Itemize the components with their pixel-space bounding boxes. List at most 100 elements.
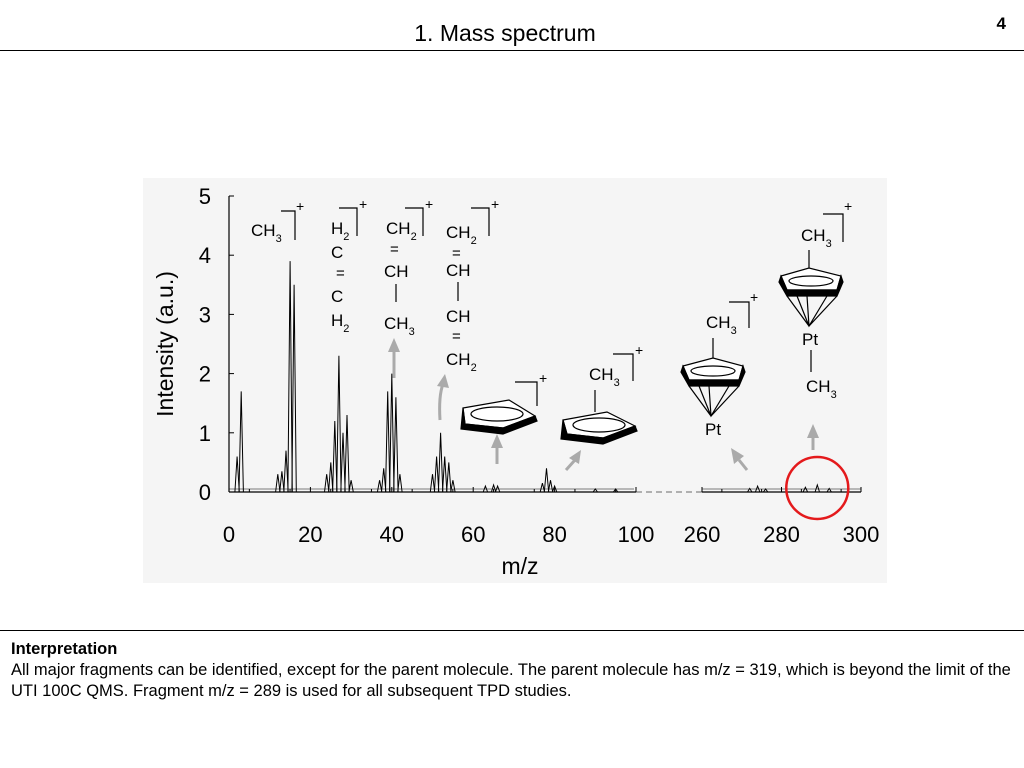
svg-text:H2: H2 xyxy=(331,311,349,335)
svg-text:+: + xyxy=(296,198,304,214)
peak-mz-39 xyxy=(385,391,391,493)
peak-mz-37 xyxy=(376,480,383,493)
peak-mz-16 xyxy=(291,284,297,493)
arrow-methylcyclopentadienyl-pt xyxy=(737,459,749,471)
x-tick-label: 20 xyxy=(298,522,322,547)
y-tick-label: 0 xyxy=(199,480,211,505)
peak-mz-50 xyxy=(429,474,436,493)
peak-mz-54 xyxy=(446,462,452,493)
peak-mz-286 xyxy=(802,486,809,493)
peak-mz-65 xyxy=(490,483,497,493)
svg-text:CH: CH xyxy=(384,262,409,281)
x-tick-label: 100 xyxy=(618,522,655,547)
interpretation-heading: Interpretation xyxy=(11,640,118,658)
svg-text:=: = xyxy=(452,245,461,262)
interpretation-rule xyxy=(0,630,1024,631)
x-tick-label: 80 xyxy=(542,522,566,547)
svg-text:CH: CH xyxy=(446,307,471,326)
svg-text:+: + xyxy=(425,196,433,212)
x-tick-label: 280 xyxy=(763,522,800,547)
svg-text:CH3: CH3 xyxy=(251,221,282,245)
y-tick-label: 4 xyxy=(199,243,211,268)
mass-spectrum-figure: 0 1 2 3 4 5 0 20 40 60 80 100 260 280 300 m/z Intensity … xyxy=(143,178,887,583)
svg-text:=: = xyxy=(336,265,345,282)
peak-mz-41 xyxy=(393,397,399,493)
structures-layer: CH3 + H2 C = C H2 + CH2 = CH CH3 xyxy=(251,196,852,472)
peak-mz-12 xyxy=(275,474,281,493)
svg-text:CH3: CH3 xyxy=(806,377,837,401)
x-tick-label: 60 xyxy=(461,522,485,547)
peak-mz-292 xyxy=(826,487,832,493)
slide-title: 1. Mass spectrum xyxy=(414,20,596,46)
peak-mz-51 xyxy=(433,456,440,493)
peak-mz-2 xyxy=(234,456,240,493)
structure-propene-cation: CH2 = CH CH3 + xyxy=(384,196,433,338)
peak-mz-29 xyxy=(344,414,350,493)
svg-text:H2: H2 xyxy=(331,219,349,243)
peak-mz-63 xyxy=(482,484,489,493)
peak-mz-3 xyxy=(238,391,244,493)
svg-text:CH2: CH2 xyxy=(386,219,417,243)
svg-text:CH3: CH3 xyxy=(589,365,620,389)
peak-mz-14 xyxy=(283,450,289,493)
peak-mz-79 xyxy=(547,480,554,493)
peak-mz-80 xyxy=(551,484,558,493)
svg-text:C: C xyxy=(331,243,343,262)
y-tick-label: 2 xyxy=(199,362,211,387)
peak-mz-27 xyxy=(336,355,342,493)
structure-cyclopentadienyl-cation: + xyxy=(460,370,547,435)
x-tick-label: 300 xyxy=(843,522,880,547)
peak-mz-66 xyxy=(494,484,501,493)
peak-mz-55 xyxy=(450,480,456,493)
peak-mz-274 xyxy=(754,484,761,493)
x-axis-title: m/z xyxy=(501,553,538,579)
svg-text:CH2: CH2 xyxy=(446,350,477,374)
peak-mz-15 xyxy=(287,261,293,493)
svg-text:CH3: CH3 xyxy=(384,314,415,338)
peak-mz-289 xyxy=(814,483,820,493)
arrow-butadiene xyxy=(438,383,445,421)
axes-layer: 0 1 2 3 4 5 0 20 40 60 80 100 260 280 300 m/z Intensity … xyxy=(152,184,879,579)
structure-butadiene-cation: CH2 = CH CH = CH2 + xyxy=(446,196,499,374)
svg-text:+: + xyxy=(491,196,499,212)
svg-text:CH3: CH3 xyxy=(801,226,832,250)
baseline-noise-right xyxy=(701,488,861,491)
structure-ethylene-cation: H2 C = C H2 + xyxy=(331,196,367,335)
svg-text:Pt: Pt xyxy=(705,420,721,439)
page-number: 4 xyxy=(996,14,1006,33)
structure-parent-fragment-cation: CH3 + Pt CH3 xyxy=(778,198,852,401)
peak-mz-24 xyxy=(324,474,330,493)
structure-methylcyclopentadienyl-cation: CH3 + xyxy=(560,342,643,445)
peak-mz-28 xyxy=(340,432,346,493)
svg-text:=: = xyxy=(452,328,461,345)
peak-mz-40 xyxy=(389,373,395,493)
peak-mz-30 xyxy=(348,480,354,493)
peak-mz-38 xyxy=(381,468,387,493)
y-axis-title: Intensity (a.u.) xyxy=(152,271,178,417)
svg-text:C: C xyxy=(331,287,343,306)
peak-mz-25 xyxy=(328,462,334,493)
y-tick-label: 1 xyxy=(199,421,211,446)
peak-mz-26 xyxy=(332,420,338,493)
title-rule xyxy=(0,50,1024,51)
peak-mz-42 xyxy=(397,474,403,493)
peak-mz-53 xyxy=(442,456,448,493)
svg-text:CH3: CH3 xyxy=(706,313,737,337)
y-tick-label: 5 xyxy=(199,184,211,209)
svg-text:CH: CH xyxy=(446,261,471,280)
trace-layer xyxy=(228,261,861,521)
x-tick-label: 260 xyxy=(684,522,721,547)
fragment-arrows xyxy=(388,338,819,472)
mass-spectrum-chart: 0 1 2 3 4 5 0 20 40 60 80 100 260 280 300 m/z Intensity … xyxy=(152,184,879,579)
structure-methylcyclopentadienyl-platinum-cation: Pt CH3 + xyxy=(680,289,758,439)
structure-methyl-cation: CH3 + xyxy=(251,198,304,245)
svg-text:+: + xyxy=(539,370,547,386)
svg-text:+: + xyxy=(844,198,852,214)
svg-text:=: = xyxy=(390,241,399,258)
svg-text:+: + xyxy=(635,342,643,358)
peak-mz-272 xyxy=(747,487,753,493)
peak-mz-13 xyxy=(279,471,285,493)
svg-text:+: + xyxy=(359,196,367,212)
x-tick-label: 0 xyxy=(223,522,235,547)
svg-text:CH2: CH2 xyxy=(446,223,477,247)
